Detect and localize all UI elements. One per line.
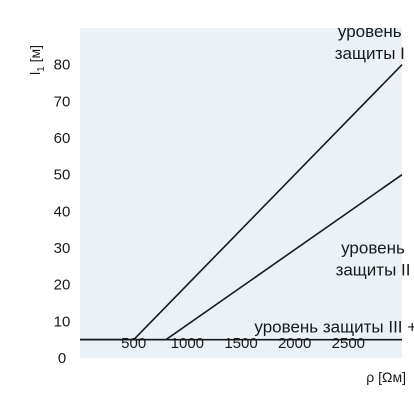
annotation-line: уровень <box>338 22 402 41</box>
y-tick-label: 40 <box>54 203 71 220</box>
annotation-line: уровень защиты III + IV <box>254 317 414 336</box>
y-tick-label: 10 <box>54 313 71 330</box>
annotation-level1: уровень защиты I <box>335 22 405 63</box>
y-tick-label: 20 <box>54 277 71 294</box>
svg-text:l1[м]: l1 [м] <box>27 45 47 75</box>
x-axis-label: ρ [Ωм] <box>366 369 406 385</box>
annotation-line: защиты II <box>336 261 411 280</box>
x-tick-label: 500 <box>121 335 146 352</box>
x-tick-label: 1000 <box>171 335 204 352</box>
y-axis-label-unit: [м] <box>27 45 43 62</box>
y-axis-label-main: l <box>27 72 43 75</box>
y-axis-label: l1 [м] <box>27 45 47 75</box>
series-lines <box>80 64 403 341</box>
y-tick-label: 80 <box>54 57 71 74</box>
y-tick-label: 60 <box>54 130 71 147</box>
y-tick-label: 30 <box>54 240 71 257</box>
y-axis-label-sub: 1 <box>36 66 47 72</box>
x-tick-label: 2500 <box>332 335 365 352</box>
y-tick-label: 70 <box>54 93 71 110</box>
x-tick-label: 2000 <box>278 335 311 352</box>
annotation-line: уровень <box>341 239 405 258</box>
y-tick-label: 50 <box>54 167 71 184</box>
plot-area <box>80 28 402 358</box>
annotation-level34: уровень защиты III + IV <box>254 317 414 336</box>
annotation-line: защиты I <box>335 44 405 63</box>
x-tick-label: 1500 <box>224 335 257 352</box>
y-tick-labels: 0 10 20 30 40 50 60 70 80 <box>54 57 71 367</box>
y-tick-label: 0 <box>58 350 66 367</box>
annotation-level2: уровень защиты II <box>336 239 411 280</box>
